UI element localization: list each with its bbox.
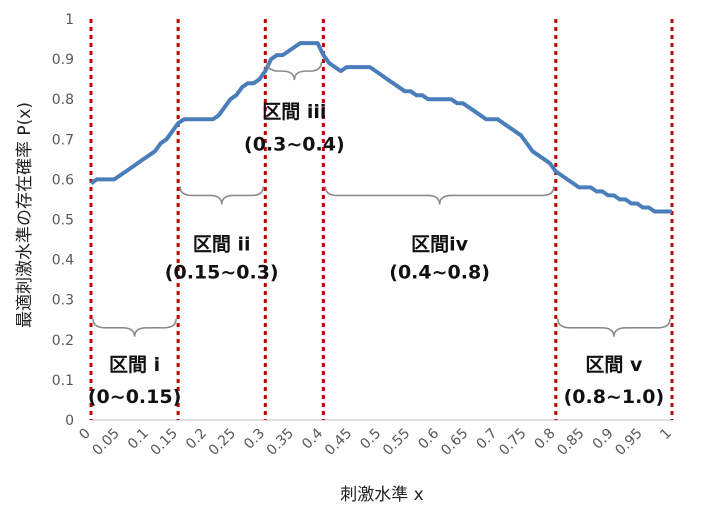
interval-range-label: (0.3~0.4) (244, 133, 345, 155)
interval-name-label: 区間 v (585, 354, 643, 376)
x-tick-label: 0.55 (380, 426, 413, 459)
interval-range-label: (0.15~0.3) (165, 262, 279, 284)
interval-brace (557, 318, 671, 337)
x-axis-ticks: 00.05 0.10.15 0.20.25 0.30.35 0.40.45 0.50.55… (76, 425, 675, 458)
x-tick-label: 0.35 (264, 426, 297, 459)
y-tick-label: 0.9 (52, 52, 74, 68)
y-tick-label: 0 (65, 413, 74, 429)
interval-labels: 区間 i (0~0.15) 区間 ii (0.15~0.3) 区間 iii (0.3~0.… (88, 101, 664, 408)
x-tick-label: 0.85 (554, 426, 587, 459)
interval-dividers (89, 19, 674, 420)
interval-brace (92, 318, 177, 337)
x-tick-label: 0.05 (90, 426, 123, 459)
interval-brace (266, 62, 323, 81)
interval-name-label: 区間 iii (262, 101, 326, 123)
x-tick-label: 0.65 (438, 426, 471, 459)
interval-name-label: 区間 ii (193, 234, 251, 256)
x-tick-label: 0 (76, 426, 94, 444)
interval-braces (92, 62, 671, 337)
y-tick-label: 0.1 (52, 373, 74, 389)
interval-name-label: 区間iv (411, 234, 469, 256)
y-tick-label: 0.6 (52, 172, 74, 188)
x-tick-label: 1 (657, 426, 675, 444)
x-tick-label: 0.45 (322, 426, 355, 459)
interval-range-label: (0.8~1.0) (564, 386, 665, 408)
x-tick-label: 0.25 (206, 426, 239, 459)
y-tick-label: 0.3 (52, 293, 74, 309)
x-axis-title: 刺激水準 x (340, 485, 423, 505)
y-tick-label: 1 (65, 12, 74, 28)
y-tick-label: 0.7 (52, 132, 74, 148)
probability-series-line (89, 41, 672, 214)
y-tick-label: 0.2 (52, 333, 74, 349)
y-tick-label: 0.5 (52, 213, 74, 229)
y-tick-label: 0.8 (52, 92, 74, 108)
x-tick-label: 0.15 (148, 426, 181, 459)
x-tick-label: 0.95 (612, 426, 645, 459)
y-axis-title: 最適刺激水準の存在確率 P(x) (15, 102, 35, 328)
y-tick-label: 0.4 (52, 253, 74, 269)
interval-name-label: 区間 i (109, 354, 160, 376)
y-axis-ticks: 0 0.1 0.2 0.3 0.4 0.5 0.6 0.7 0.8 0.9 1 (52, 12, 74, 429)
interval-range-label: (0~0.15) (88, 386, 181, 408)
interval-brace (324, 186, 555, 205)
interval-brace (179, 186, 265, 205)
x-tick-label: 0.75 (496, 426, 529, 459)
interval-range-label: (0.4~0.8) (389, 262, 490, 284)
